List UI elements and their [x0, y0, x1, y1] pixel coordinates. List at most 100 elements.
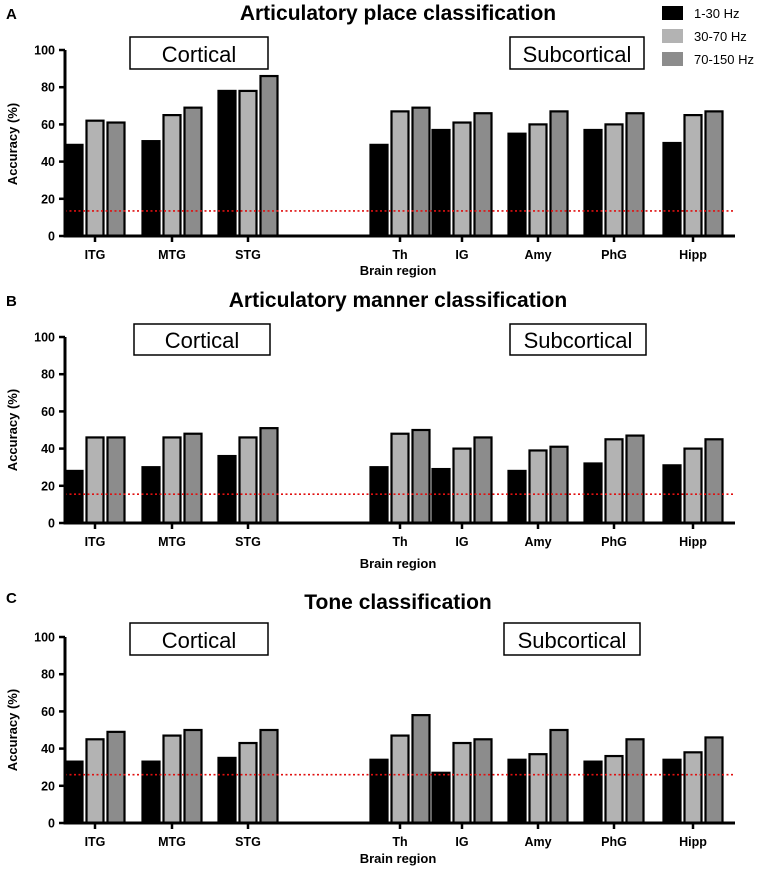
bar-stg-2: [259, 74, 279, 238]
x-tick-label: IG: [455, 835, 468, 849]
bar-phg-2: [625, 738, 645, 825]
bar-itg-0: [64, 760, 84, 825]
y-tick-label: 0: [48, 517, 55, 531]
x-tick-label: Amy: [524, 835, 551, 849]
panel-b-title: Articulatory manner classification: [229, 289, 567, 312]
plot-area: 0 20 40 60 80 100 ITG MTG STG Th IG Amy PhG Hipp: [34, 631, 735, 849]
bar-hipp-1: [683, 751, 703, 825]
bar-th-1: [390, 110, 410, 238]
bar-stg-0: [217, 454, 237, 525]
x-tick-label: Amy: [524, 535, 551, 549]
plot-area: 0 20 40 60 80 100 ITG MTG STG Th IG Amy PhG Hipp: [34, 44, 735, 262]
x-tick-label: Hipp: [679, 835, 707, 849]
bar-mtg-1: [162, 734, 182, 825]
bar-phg-2: [625, 434, 645, 525]
x-tick-label: ITG: [85, 535, 106, 549]
bar-mtg-2: [183, 432, 203, 525]
subcortical-box: [509, 36, 645, 70]
y-tick-label: 80: [41, 668, 55, 682]
x-tick-label: MTG: [158, 248, 186, 262]
bar-itg-2: [106, 730, 126, 825]
x-axis-label: Brain region: [360, 851, 437, 866]
x-tick-label: IG: [455, 248, 468, 262]
bar-ig-0: [431, 128, 451, 238]
y-tick-label: 100: [34, 631, 55, 645]
x-tick-label: Th: [392, 835, 407, 849]
bar-stg-2: [259, 427, 279, 525]
bar-phg-2: [625, 112, 645, 238]
bar-amy-0: [507, 132, 527, 238]
y-tick-label: 20: [41, 192, 55, 206]
panel-letter-a: A: [6, 6, 17, 23]
bar-stg-1: [238, 436, 258, 525]
bar-amy-2: [549, 110, 569, 238]
y-tick-label: 60: [41, 705, 55, 719]
bar-stg-0: [217, 756, 237, 825]
subcortical-box: [503, 622, 641, 656]
bar-stg-1: [238, 89, 258, 238]
bar-hipp-1: [683, 113, 703, 238]
x-tick-label: MTG: [158, 535, 186, 549]
bar-ig-2: [473, 738, 493, 825]
bar-mtg-1: [162, 113, 182, 238]
bar-stg-0: [217, 89, 237, 238]
bar-itg-2: [106, 436, 126, 525]
legend-label: 70-150 Hz: [694, 52, 754, 67]
bar-mtg-1: [162, 436, 182, 525]
bar-mtg-0: [141, 140, 161, 238]
bar-amy-1: [528, 449, 548, 525]
bar-amy-1: [528, 753, 548, 825]
bar-itg-1: [85, 738, 105, 825]
subcortical-label: Subcortical: [523, 42, 632, 67]
x-tick-label: Th: [392, 535, 407, 549]
bar-amy-2: [549, 445, 569, 525]
x-tick-label: STG: [235, 248, 261, 262]
x-tick-label: PhG: [601, 535, 627, 549]
legend: 1-30 Hz 30-70 Hz 70-150 Hz: [662, 6, 754, 67]
y-tick-label: 80: [41, 368, 55, 382]
bar-th-2: [411, 428, 431, 525]
bar-mtg-2: [183, 106, 203, 238]
x-tick-label: Amy: [524, 248, 551, 262]
legend-label: 1-30 Hz: [694, 6, 740, 21]
bar-ig-0: [431, 771, 451, 825]
bar-th-0: [369, 143, 389, 238]
y-tick-label: 0: [48, 230, 55, 244]
x-tick-label: MTG: [158, 835, 186, 849]
x-tick-label: STG: [235, 835, 261, 849]
y-tick-label: 0: [48, 817, 55, 831]
bar-ig-0: [431, 467, 451, 525]
x-tick-label: Hipp: [679, 248, 707, 262]
cortical-label: Cortical: [162, 628, 237, 653]
y-axis-label: Accuracy (%): [5, 103, 20, 185]
bar-hipp-0: [662, 758, 682, 825]
x-tick-label: Hipp: [679, 535, 707, 549]
cortical-box: [129, 36, 269, 70]
y-tick-label: 80: [41, 81, 55, 95]
subcortical-label: Subcortical: [518, 628, 627, 653]
bar-itg-1: [85, 119, 105, 238]
x-tick-label: STG: [235, 535, 261, 549]
legend-label: 30-70 Hz: [694, 29, 747, 44]
x-tick-label: ITG: [85, 248, 106, 262]
cortical-box: [129, 622, 269, 656]
x-tick-label: PhG: [601, 835, 627, 849]
bar-ig-2: [473, 436, 493, 525]
bar-itg-0: [64, 469, 84, 525]
y-tick-label: 20: [41, 479, 55, 493]
legend-swatch: [662, 52, 683, 66]
bar-amy-1: [528, 123, 548, 238]
bar-amy-0: [507, 758, 527, 825]
bar-hipp-0: [662, 141, 682, 238]
bar-phg-1: [604, 438, 624, 525]
cortical-label: Cortical: [162, 42, 237, 67]
bar-th-0: [369, 758, 389, 825]
bar-th-0: [369, 466, 389, 525]
y-tick-label: 40: [41, 155, 55, 169]
x-tick-label: ITG: [85, 835, 106, 849]
bar-ig-1: [452, 741, 472, 825]
x-axis-label: Brain region: [360, 556, 437, 571]
bar-mtg-0: [141, 760, 161, 825]
bar-th-1: [390, 734, 410, 825]
